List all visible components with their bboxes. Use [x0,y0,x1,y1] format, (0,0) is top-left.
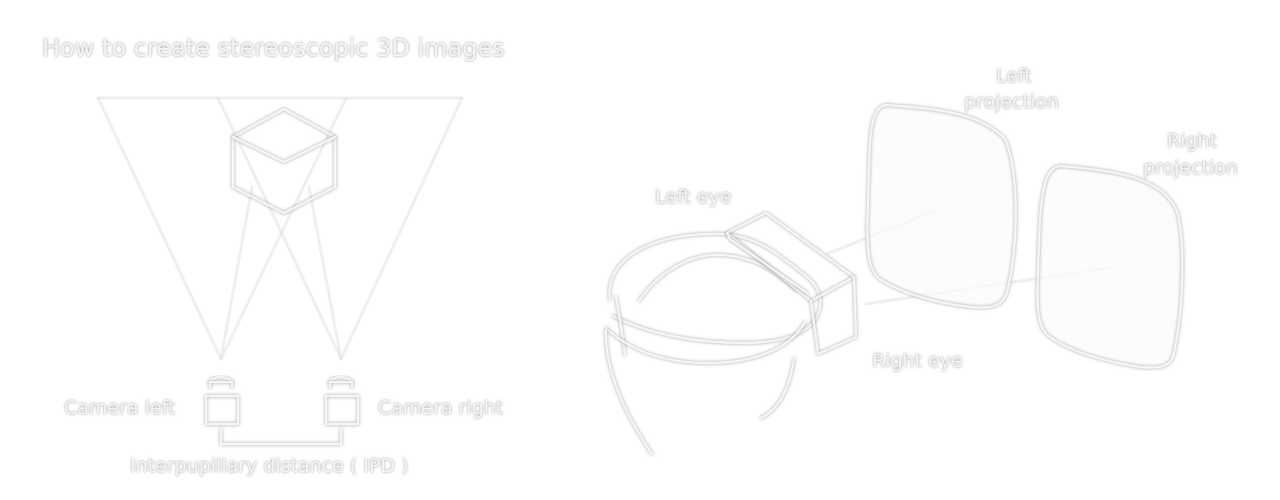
left-projection-label-line-1: Left [996,65,1032,87]
left-projection-label-line-2: projection [964,91,1059,113]
right-projection-label-line-2: projection [1143,157,1238,179]
left-eye-label: Left eye [655,186,731,208]
diagram-title: How to create stereoscopic 3D images [42,34,505,62]
camera-right-icon [324,375,360,426]
cube-icon [231,107,337,215]
right-projection-screen [1036,164,1184,369]
right-projection-label-line-1: Right [1167,130,1217,152]
left-projection-screen [866,103,1017,309]
camera-left-icon [204,375,240,426]
right-eye-label: Right eye [872,350,963,372]
vr-headset-icon [604,211,858,456]
camera-left-label: Camera left [64,397,175,419]
camera-view-frustums [96,96,464,361]
ipd-bracket [219,427,343,446]
ipd-label: Interpupillary distance ( IPD ) [130,455,408,477]
camera-right-label: Camera right [378,397,503,419]
